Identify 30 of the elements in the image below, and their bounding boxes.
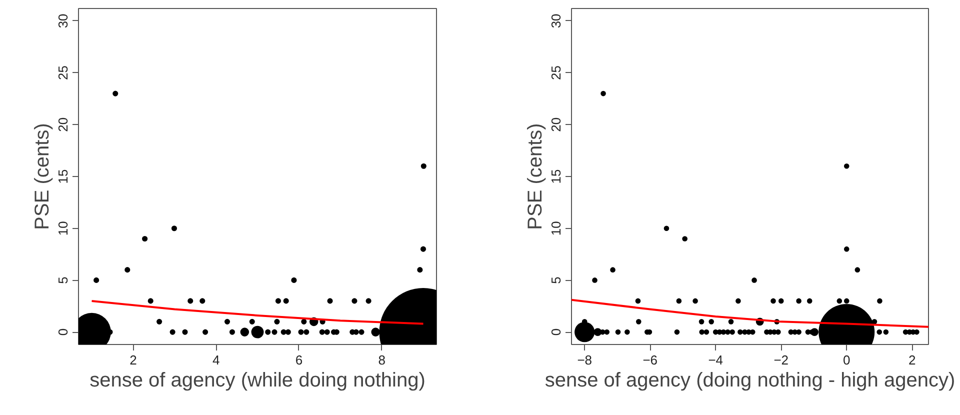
- y-tick-label: 15: [548, 169, 564, 184]
- x-tick-label: −6: [642, 352, 658, 368]
- y-axis-title: PSE (cents): [32, 123, 54, 230]
- x-tick-label: 2: [908, 352, 916, 368]
- x-tick-label: 0: [843, 352, 850, 368]
- y-tick-label: 0: [56, 328, 70, 336]
- x-tick-label: −2: [774, 352, 789, 368]
- y-tick-label: 30: [56, 14, 70, 28]
- y-tick-label: 10: [56, 221, 70, 236]
- y-tick-label: 25: [56, 66, 70, 80]
- y-tick-label: 20: [548, 117, 564, 132]
- y-tick-label: 30: [548, 14, 564, 28]
- x-axis-title: sense of agency (doing nothing - high agency): [544, 370, 956, 392]
- y-tick-label: 25: [548, 66, 564, 80]
- y-tick-label: 5: [56, 276, 70, 284]
- y-tick-label: 5: [548, 276, 564, 284]
- y-axis-title: PSE (cents): [524, 123, 546, 230]
- x-axis-title: sense of agency (while doing nothing): [90, 370, 426, 392]
- x-tick-label: 2: [130, 352, 137, 368]
- y-tick-label: 10: [548, 221, 564, 236]
- x-tick-label: 6: [295, 352, 303, 368]
- x-tick-label: 4: [212, 352, 220, 368]
- x-tick-label: 8: [378, 352, 386, 368]
- y-tick-label: 20: [56, 117, 70, 132]
- y-tick-label: 15: [56, 169, 70, 184]
- line-series: [572, 298, 928, 328]
- line-series: [90, 300, 424, 325]
- x-tick-label: −4: [708, 352, 724, 368]
- x-tick-label: −8: [577, 352, 592, 368]
- y-tick-label: 0: [548, 328, 564, 336]
